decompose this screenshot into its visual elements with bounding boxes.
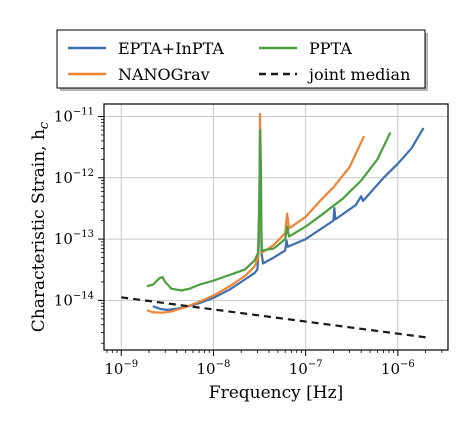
x-tick-exponent: −9 [123,359,138,370]
x-tick-label: 10−9 [104,359,138,378]
plot-frame [103,103,449,351]
y-tick-label: 10−13 [54,229,94,248]
x-tick-base: 10 [104,360,123,378]
legend-label: joint median [307,65,410,84]
legend-box [56,29,426,89]
legend-label: EPTA+InPTA [118,39,224,58]
y-tick-exponent: −11 [73,107,94,118]
x-tick-label: 10−6 [381,359,415,378]
y-tick-exponent: −14 [73,290,94,301]
legend-label: NANOGrav [118,65,210,84]
series-line-epta-inpta [152,127,425,311]
x-tick-exponent: −7 [308,359,323,370]
y-tick-label: 10−12 [54,168,94,187]
y-tick-label: 10−14 [54,290,94,309]
legend-label: PPTA [309,39,352,58]
x-tick-label: 10−7 [289,359,323,378]
x-tick-exponent: −6 [400,359,415,370]
y-tick-base: 10 [54,291,73,309]
y-tick-base: 10 [54,108,73,126]
y-axis-label-subscript: c [37,121,52,129]
series-line-joint-median [121,296,426,339]
y-axis-label: Characteristic Strain, hc [29,121,52,332]
x-tick-base: 10 [381,360,400,378]
series-line-ppta [146,129,392,292]
y-tick-base: 10 [54,230,73,248]
y-axis-label-main: Characteristic Strain, h [29,129,49,332]
ticks [98,116,443,356]
x-tick-base: 10 [197,360,216,378]
x-tick-base: 10 [289,360,308,378]
y-tick-exponent: −13 [73,229,94,240]
x-tick-label: 10−8 [197,359,231,378]
series-layer [121,112,426,339]
x-axis-label: Frequency [Hz] [209,383,343,403]
y-tick-label: 10−11 [54,107,94,126]
legend-entries: EPTA+InPTA NANOGrav PPTA joint median [68,39,410,84]
legend: EPTA+InPTA NANOGrav PPTA joint median [56,29,428,91]
y-tick-exponent: −12 [73,168,94,179]
x-tick-exponent: −8 [216,359,231,370]
y-tick-base: 10 [54,169,73,187]
